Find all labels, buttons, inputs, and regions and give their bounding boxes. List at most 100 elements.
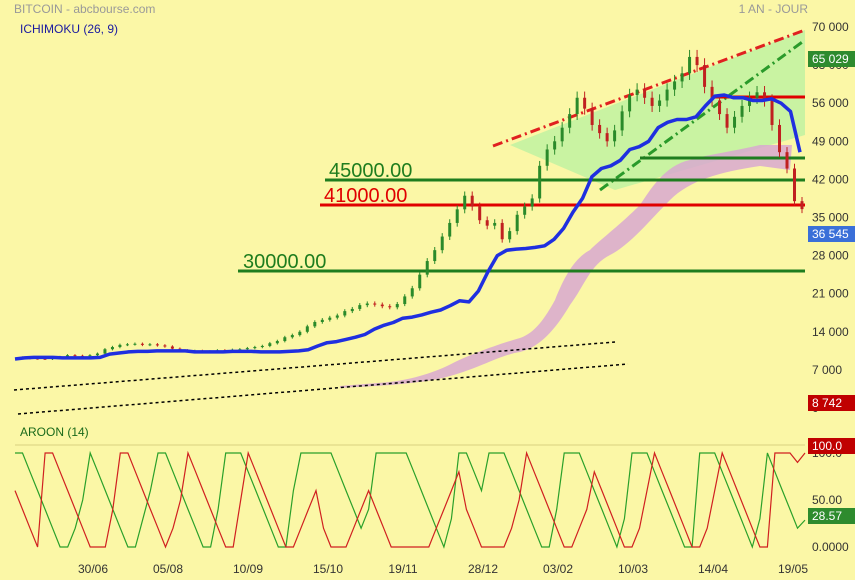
level-label-45000: 45000.00 bbox=[329, 160, 412, 182]
x-tick-label: 10/03 bbox=[618, 562, 648, 576]
candle-body bbox=[118, 344, 122, 348]
candle-body bbox=[140, 343, 144, 345]
candle-body bbox=[485, 220, 489, 226]
x-tick-label: 05/08 bbox=[153, 562, 183, 576]
candle-body bbox=[245, 348, 249, 350]
candle-body bbox=[508, 231, 512, 240]
y-tick-label: 56 000 bbox=[812, 96, 849, 110]
candle-body bbox=[763, 92, 767, 101]
y-tick-label: 28 000 bbox=[812, 249, 849, 263]
candle-body bbox=[635, 89, 639, 96]
x-tick-label: 10/09 bbox=[233, 562, 263, 576]
candle-body bbox=[500, 222, 504, 240]
trend-lower-dotted bbox=[17, 363, 629, 415]
y-tick-label: 49 000 bbox=[812, 134, 849, 148]
candle-body bbox=[463, 195, 467, 210]
candle-body bbox=[530, 198, 534, 207]
candle-body bbox=[448, 222, 452, 237]
candle-body bbox=[283, 337, 287, 342]
x-tick-label: 03/02 bbox=[543, 562, 573, 576]
candle-body bbox=[350, 308, 354, 312]
candle-body bbox=[65, 355, 69, 357]
candle-body bbox=[110, 347, 114, 350]
candle-body bbox=[395, 304, 399, 308]
price-badge-8742-label: 8 742 bbox=[812, 396, 842, 410]
candle-body bbox=[125, 344, 129, 346]
candle-body bbox=[673, 81, 677, 90]
candle-body bbox=[133, 343, 137, 345]
x-tick-label: 28/12 bbox=[468, 562, 498, 576]
candlestick-series bbox=[20, 49, 804, 360]
level-label-41000: 41000.00 bbox=[324, 185, 407, 207]
candle-body bbox=[425, 261, 429, 275]
candle-body bbox=[560, 127, 564, 142]
y-tick-label: 35 000 bbox=[812, 211, 849, 225]
candle-body bbox=[613, 130, 617, 142]
candle-body bbox=[793, 168, 797, 202]
price-badge-36545-label: 36 545 bbox=[812, 227, 849, 241]
x-tick-label: 19/11 bbox=[388, 562, 417, 576]
candle-body bbox=[275, 341, 279, 344]
candle-body bbox=[770, 100, 774, 125]
candle-body bbox=[515, 214, 519, 232]
x-tick-label: 15/10 bbox=[313, 562, 343, 576]
candle-body bbox=[703, 65, 707, 87]
candle-body bbox=[568, 114, 572, 128]
candle-body bbox=[313, 322, 317, 327]
candle-body bbox=[433, 250, 437, 262]
candle-body bbox=[800, 201, 804, 210]
candle-body bbox=[148, 344, 152, 346]
price-badge-65029: 65 029 bbox=[808, 51, 855, 67]
candle-body bbox=[155, 344, 159, 346]
candle-body bbox=[328, 317, 332, 320]
price-badge-36545: 36 545 bbox=[808, 226, 855, 242]
level-label-30000: 30000.00 bbox=[243, 251, 326, 273]
candle-body bbox=[43, 358, 47, 360]
kijun-line bbox=[14, 93, 802, 361]
candle-body bbox=[620, 111, 624, 131]
aroon-y-tick-label: 0.0000 bbox=[812, 540, 849, 554]
x-axis: 30/06 05/08 10/09 15/10 19/11 28/12 03/02 10/03… bbox=[78, 562, 808, 576]
candle-body bbox=[373, 303, 377, 305]
ichimoku-label: ICHIMOKU (26, 9) bbox=[20, 22, 118, 36]
candle-body bbox=[710, 86, 714, 101]
trend-upper-dotted bbox=[13, 341, 616, 391]
wedge-fill bbox=[510, 30, 805, 190]
candle-body bbox=[545, 149, 549, 166]
candle-body bbox=[553, 141, 557, 150]
candle-body bbox=[403, 296, 407, 305]
candle-body bbox=[358, 305, 362, 309]
aroon-up-line bbox=[15, 450, 806, 549]
candle-body bbox=[785, 152, 789, 169]
y-tick-label: 42 000 bbox=[812, 172, 849, 186]
price-badge-8742: 8 742 bbox=[808, 395, 855, 411]
candle-body bbox=[605, 133, 609, 142]
candle-body bbox=[305, 326, 309, 332]
candle-body bbox=[470, 195, 474, 207]
aroon-down-line bbox=[14, 450, 806, 549]
y-tick-label: 7 000 bbox=[812, 363, 842, 377]
candle-body bbox=[455, 209, 459, 223]
candle-body bbox=[778, 124, 782, 153]
candle-body bbox=[523, 206, 527, 215]
candle-body bbox=[598, 124, 602, 134]
y-tick-label: 70 000 bbox=[812, 20, 849, 34]
candle-body bbox=[73, 355, 77, 357]
candle-body bbox=[410, 288, 414, 297]
candle-body bbox=[695, 56, 699, 66]
candle-body bbox=[335, 315, 339, 318]
candle-body bbox=[163, 345, 167, 347]
candle-body bbox=[650, 97, 654, 106]
candle-body bbox=[320, 319, 324, 323]
candle-body bbox=[680, 73, 684, 82]
candle-body bbox=[590, 108, 594, 125]
candle-body bbox=[575, 97, 579, 115]
candle-body bbox=[103, 349, 107, 354]
candle-body bbox=[658, 100, 662, 106]
candle-body bbox=[170, 346, 174, 349]
candle-body bbox=[740, 105, 744, 117]
trend-red-dashdot bbox=[492, 28, 806, 148]
x-tick-label: 19/05 bbox=[778, 562, 808, 576]
aroon-label: AROON (14) bbox=[20, 425, 89, 439]
